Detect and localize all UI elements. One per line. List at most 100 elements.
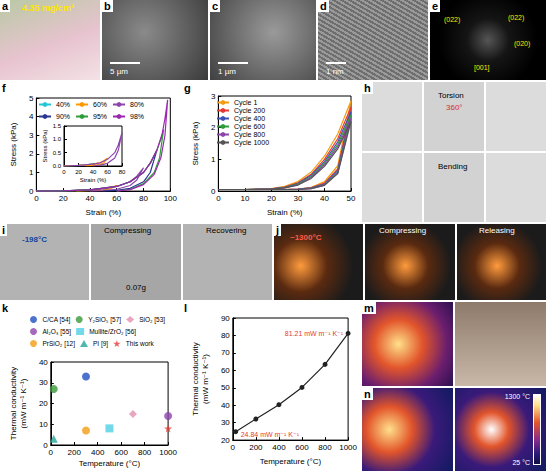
svg-text:10: 10: [39, 420, 48, 429]
svg-text:This work: This work: [126, 340, 155, 347]
svg-text:Temperature (°C): Temperature (°C): [260, 457, 322, 466]
svg-text:4: 4: [29, 112, 34, 121]
svg-text:1000: 1000: [159, 448, 177, 457]
html-text:-198°C: -198°C: [22, 235, 47, 244]
svg-text:60: 60: [104, 169, 111, 175]
svg-text:20: 20: [221, 436, 230, 445]
svg-text:60: 60: [112, 194, 121, 203]
html-text:360°: 360°: [446, 103, 463, 112]
html-text:1 µm: 1 µm: [218, 67, 236, 76]
svg-text:0: 0: [62, 169, 66, 175]
svg-text:400: 400: [91, 448, 105, 457]
svg-text:24.84 mW m⁻¹ K⁻¹: 24.84 mW m⁻¹ K⁻¹: [241, 431, 300, 438]
svg-text:5: 5: [29, 94, 34, 103]
svg-text:1000: 1000: [339, 443, 357, 452]
svg-text:90: 90: [221, 314, 230, 323]
svg-text:PI [9]: PI [9]: [93, 340, 108, 348]
svg-text:1: 1: [211, 155, 216, 164]
svg-text:1: 1: [29, 168, 34, 177]
svg-text:SiO₂ [53]: SiO₂ [53]: [139, 316, 165, 324]
svg-text:400: 400: [272, 443, 286, 452]
svg-text:80: 80: [221, 331, 230, 340]
svg-text:40: 40: [39, 358, 48, 367]
svg-text:30: 30: [39, 378, 48, 387]
svg-text:20: 20: [59, 194, 68, 203]
svg-text:2: 2: [211, 123, 216, 132]
svg-text:0: 0: [34, 194, 39, 203]
svg-text:0: 0: [49, 448, 54, 457]
html-text:Compressing: Compressing: [104, 226, 152, 235]
svg-text:Cycle 200: Cycle 200: [234, 107, 265, 115]
svg-text:Al₂O₃ [55]: Al₂O₃ [55]: [43, 328, 72, 336]
svg-text:(mW m⁻¹ K⁻¹): (mW m⁻¹ K⁻¹): [19, 378, 28, 428]
svg-text:20: 20: [75, 169, 82, 175]
svg-text:600: 600: [295, 443, 309, 452]
svg-text:Stress (kPa): Stress (kPa): [191, 121, 200, 165]
html-text:0.07g: 0.07g: [126, 283, 146, 292]
svg-text:Thermal conductivity: Thermal conductivity: [191, 342, 200, 415]
svg-text:Cycle 1000: Cycle 1000: [234, 139, 269, 147]
svg-text:0: 0: [216, 194, 221, 203]
svg-text:Strain (%): Strain (%): [80, 177, 107, 183]
svg-text:20: 20: [267, 194, 276, 203]
svg-text:40: 40: [221, 401, 230, 410]
svg-text:Y₂SiO₅ [57]: Y₂SiO₅ [57]: [88, 316, 121, 324]
svg-text:600: 600: [115, 448, 129, 457]
html-text:Bending: Bending: [438, 162, 468, 171]
svg-text:98%: 98%: [130, 113, 144, 120]
svg-text:1.5: 1.5: [53, 123, 62, 129]
html-text:5 µm: 5 µm: [110, 67, 128, 76]
svg-text:1.0: 1.0: [53, 136, 62, 142]
svg-text:30: 30: [293, 194, 302, 203]
svg-text:800: 800: [138, 448, 152, 457]
svg-text:200: 200: [249, 443, 263, 452]
svg-text:Mullite/ZrO₂ [56]: Mullite/ZrO₂ [56]: [89, 328, 136, 336]
svg-text:40: 40: [320, 194, 329, 203]
svg-text:80: 80: [119, 169, 126, 175]
svg-text:0: 0: [231, 443, 236, 452]
svg-text:40: 40: [90, 169, 97, 175]
svg-text:20: 20: [39, 399, 48, 408]
svg-text:60: 60: [221, 366, 230, 375]
svg-text:PrSiO₂ [12]: PrSiO₂ [12]: [43, 340, 76, 348]
svg-text:3: 3: [29, 131, 34, 140]
html-text:~1300°C: ~1300°C: [290, 233, 322, 242]
svg-text:81.21 mW m⁻¹ K⁻¹: 81.21 mW m⁻¹ K⁻¹: [285, 330, 344, 337]
svg-text:Stress (kPa): Stress (kPa): [42, 129, 48, 162]
html-text:Torsion: Torsion: [438, 91, 464, 100]
svg-text:10: 10: [240, 194, 249, 203]
svg-text:90%: 90%: [56, 113, 70, 120]
svg-text:Cycle 600: Cycle 600: [234, 123, 265, 131]
svg-text:(mW m⁻¹ K⁻¹): (mW m⁻¹ K⁻¹): [201, 354, 210, 404]
html-text:1 nm: 1 nm: [326, 67, 344, 76]
svg-text:40%: 40%: [56, 101, 70, 108]
svg-text:Stress (kPa): Stress (kPa): [9, 122, 18, 166]
svg-text:3: 3: [211, 92, 216, 101]
svg-text:Cycle 800: Cycle 800: [234, 131, 265, 139]
svg-text:100: 100: [164, 194, 178, 203]
svg-text:C/CA [54]: C/CA [54]: [43, 316, 71, 324]
svg-text:Strain (%): Strain (%): [267, 208, 303, 217]
svg-text:Cycle 400: Cycle 400: [234, 115, 265, 123]
svg-text:2: 2: [29, 149, 34, 158]
svg-text:800: 800: [318, 443, 332, 452]
svg-text:Thermal conductivity: Thermal conductivity: [9, 367, 18, 440]
svg-text:30: 30: [221, 418, 230, 427]
svg-text:60%: 60%: [93, 101, 107, 108]
svg-text:80%: 80%: [130, 101, 144, 108]
svg-text:80: 80: [139, 194, 148, 203]
svg-text:50: 50: [221, 383, 230, 392]
svg-text:0.0: 0.0: [53, 163, 62, 169]
svg-text:0.5: 0.5: [53, 150, 62, 156]
svg-text:40: 40: [85, 194, 94, 203]
svg-text:Temperature (°C): Temperature (°C): [79, 459, 141, 468]
svg-text:200: 200: [68, 448, 82, 457]
svg-text:70: 70: [221, 348, 230, 357]
svg-text:Strain (%): Strain (%): [86, 208, 122, 217]
svg-text:50: 50: [347, 194, 356, 203]
svg-text:Cycle 1: Cycle 1: [234, 99, 257, 107]
svg-text:95%: 95%: [93, 113, 107, 120]
html-text:4.35 mg/cm³: 4.35 mg/cm³: [22, 3, 74, 13]
html-text:m: m: [364, 302, 374, 314]
html-text:Recovering: Recovering: [206, 226, 247, 235]
